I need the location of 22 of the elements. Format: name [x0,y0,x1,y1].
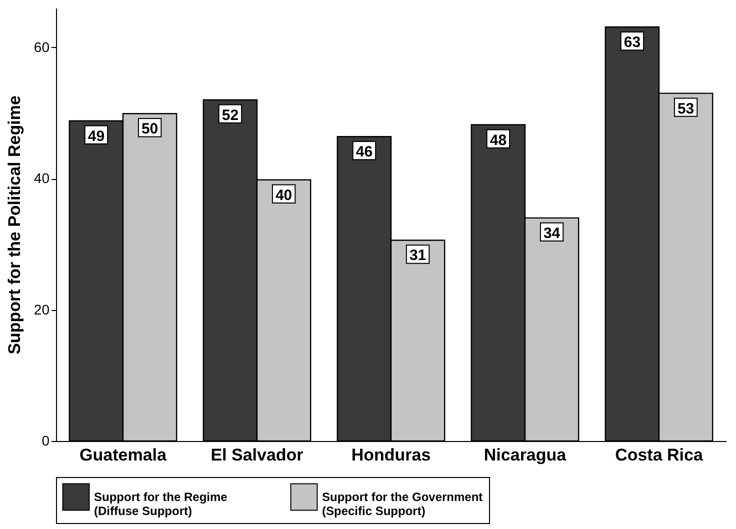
data-label: 53 [677,100,694,118]
y-tick-label: 20 [34,301,50,318]
x-tick-label: Nicaragua [484,446,567,464]
y-tick-label: 60 [34,38,50,55]
data-label: 52 [222,106,239,124]
x-tick-label: Guatemala [80,446,167,464]
x-tick-label: El Salvador [210,446,304,464]
data-label: 63 [624,34,641,52]
data-label: 48 [490,132,507,149]
legend-label: Support for the Regime (Diffuse Support) [94,490,228,518]
y-tick-label: 0 [42,432,50,448]
data-label: 49 [88,128,105,145]
legend-label: Support for the Government (Specific Support) [322,490,483,518]
data-label: 40 [275,186,292,204]
data-label: 46 [356,144,373,161]
y-axis-title: Support for the Political Regime [4,96,24,354]
x-tick-label: Costa Rica [615,446,704,464]
data-label: 50 [141,120,158,138]
data-label: 31 [409,247,426,264]
y-tick-label: 40 [34,170,50,186]
data-label: 34 [543,224,561,242]
x-tick-label: Honduras [351,446,431,464]
